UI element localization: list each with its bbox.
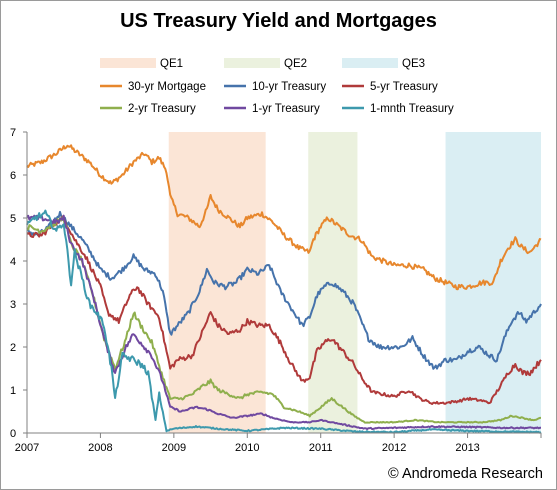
- legend-swatch-qe2: [224, 58, 280, 68]
- legend-label-qe1: QE1: [160, 58, 183, 70]
- legend-label-qe2: QE2: [284, 58, 307, 70]
- legend-label-qe3: QE3: [402, 58, 425, 70]
- copyright-text: © Andromeda Research: [388, 466, 543, 482]
- x-tick-label-2010: 2010: [235, 442, 259, 454]
- series-line-10-yr-treasury: [26, 210, 542, 370]
- legend-label-10-yr-treasury: 10-yr Treasury: [252, 81, 326, 93]
- band-qe2: [308, 132, 358, 433]
- y-tick-label-2: 2: [10, 342, 16, 354]
- y-tick-label-3: 3: [10, 299, 16, 311]
- legend-label-2-yr-treasury: 2-yr Treasury: [128, 103, 196, 115]
- y-tick-label-0: 0: [10, 428, 16, 440]
- legend-swatch-qe1: [100, 58, 156, 68]
- series-line-30-yr-mortgage: [26, 144, 542, 291]
- y-tick-label-4: 4: [10, 256, 16, 268]
- x-tick-label-2013: 2013: [455, 442, 479, 454]
- legend-label-5-yr-treasury: 5-yr Treasury: [370, 81, 438, 93]
- y-tick-label-7: 7: [10, 127, 16, 139]
- chart-title: US Treasury Yield and Mortgages: [120, 10, 437, 32]
- x-tick-label-2008: 2008: [88, 442, 112, 454]
- series-line-2-yr-treasury: [26, 216, 541, 424]
- legend-swatch-qe3: [342, 58, 398, 68]
- legend-label-30-yr-mortgage: 30-yr Mortgage: [128, 81, 206, 93]
- y-tick-label-1: 1: [10, 385, 16, 397]
- legend-label-1-yr-treasury: 1-yr Treasury: [252, 103, 320, 115]
- x-tick-label-2012: 2012: [382, 442, 406, 454]
- legend-label-1-mnth-treasury: 1-mnth Treasury: [370, 103, 454, 115]
- x-tick-label-2007: 2007: [15, 442, 39, 454]
- y-tick-label-6: 6: [10, 170, 16, 182]
- y-tick-label-5: 5: [10, 213, 16, 225]
- x-tick-label-2009: 2009: [162, 442, 186, 454]
- series-line-1-yr-treasury: [26, 214, 541, 431]
- series-line-5-yr-treasury: [26, 215, 542, 405]
- series-line-1-mnth-treasury: [26, 209, 542, 434]
- x-tick-label-2011: 2011: [309, 442, 333, 454]
